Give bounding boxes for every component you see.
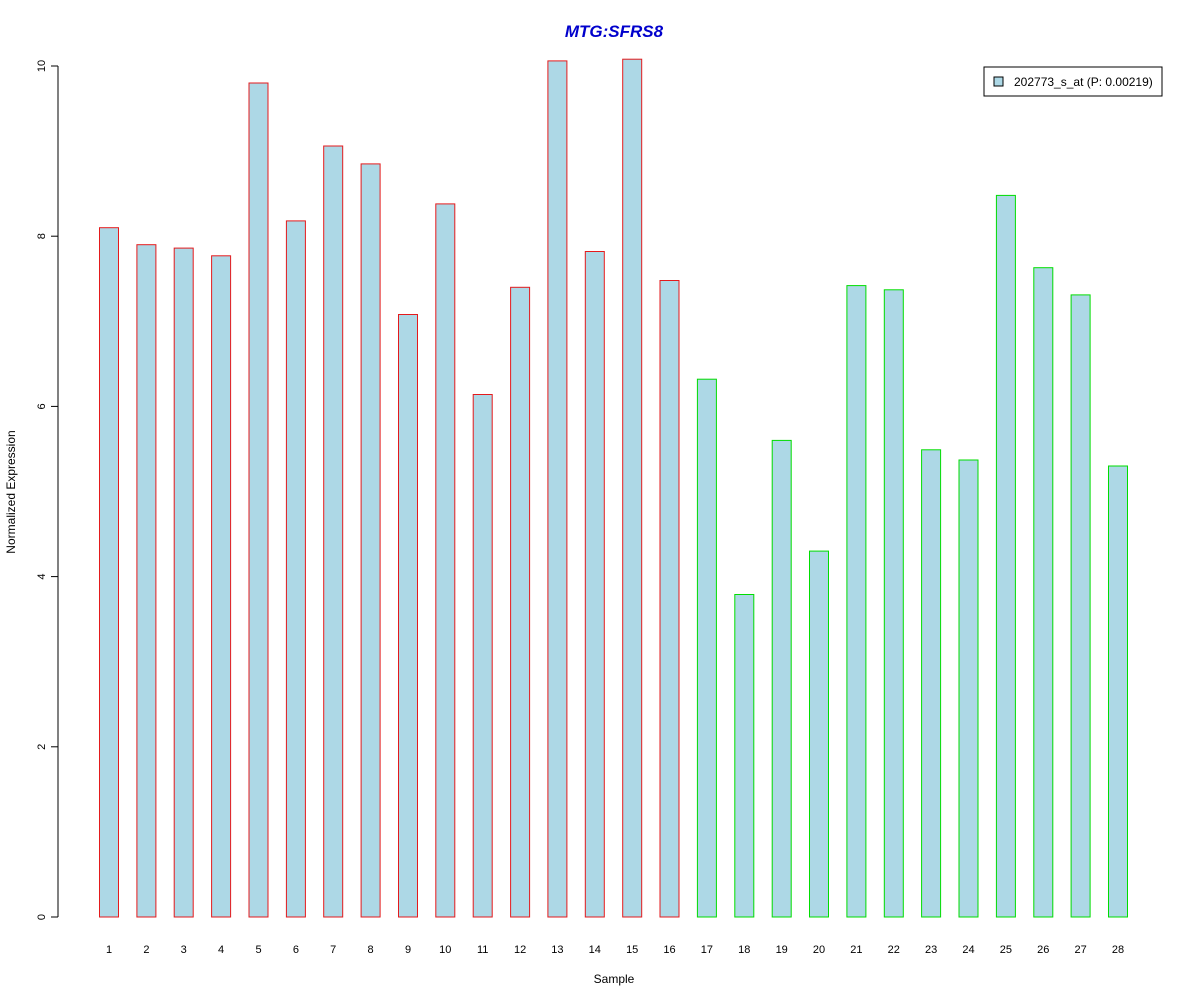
bar-3 [173,247,194,918]
bar-10 [435,203,456,918]
bar-1 [99,227,119,918]
y-tick-label: 0 [36,914,48,920]
x-tick-label: 28 [1112,944,1124,956]
x-tick-label: 19 [776,944,788,956]
bar-21 [846,285,867,918]
x-tick-label: 23 [925,944,937,956]
x-tick-label: 15 [626,944,638,956]
bar-15 [622,58,643,918]
x-tick-label: 6 [293,944,299,956]
y-axis-label: Normalized Expression [4,430,18,553]
y-tick-label: 8 [36,233,48,239]
x-tick-label: 24 [962,944,974,956]
x-tick-label: 27 [1074,944,1086,956]
y-tick-label: 10 [36,60,48,72]
x-axis-label: Sample [594,972,635,986]
bar-28 [1108,465,1128,918]
bar-27 [1070,294,1091,918]
bar-20 [809,550,829,918]
x-tick-label: 26 [1037,944,1049,956]
x-tick-label: 13 [551,944,563,956]
bar-16 [659,280,680,918]
bar-13 [547,60,568,918]
chart-title: MTG:SFRS8 [565,22,664,41]
x-tick-label: 9 [405,944,411,956]
bar-8 [360,163,381,918]
bar-2 [136,244,157,918]
x-tick-label: 17 [701,944,713,956]
x-tick-label: 2 [143,944,149,956]
x-tick-label: 21 [850,944,862,956]
bar-12 [510,286,531,918]
x-tick-label: 14 [589,944,601,956]
bar-9 [398,314,418,918]
x-tick-labels: 1 2 3 4 5 6 7 8 9 10 11 12 13 14 15 16 17 18 19 20 21 22 23 24 2… [106,944,1124,956]
bar-23 [921,449,942,918]
x-tick-label: 1 [106,944,112,956]
x-tick-label: 18 [738,944,750,956]
x-tick-label: 8 [368,944,374,956]
legend-entry: 202773_s_at (P: 0.00219) [1014,75,1153,89]
y-axis: 0 2 4 6 8 10 [36,60,59,920]
x-tick-label: 10 [439,944,451,956]
x-tick-label: 11 [477,944,488,956]
legend-swatch [993,76,1004,87]
bar-5 [248,82,269,918]
x-tick-label: 16 [663,944,675,956]
bar-25 [995,194,1016,918]
bar-22 [883,289,904,918]
y-tick-label: 6 [36,403,48,409]
bar-6 [285,220,306,918]
x-tick-label: 20 [813,944,825,956]
x-tick-label: 3 [181,944,187,956]
x-tick-label: 22 [888,944,900,956]
bar-19 [771,439,792,918]
bar-26 [1033,267,1054,918]
bar-7 [323,145,344,918]
x-tick-label: 12 [514,944,526,956]
bar-18 [734,594,755,918]
x-tick-label: 25 [1000,944,1012,956]
x-tick-label: 5 [255,944,261,956]
x-tick-label: 4 [218,944,224,956]
bar-11 [472,394,493,918]
bar-14 [584,251,605,918]
y-tick-label: 2 [36,744,48,750]
bars [99,58,1128,918]
y-tick-label: 4 [36,574,48,580]
legend: 202773_s_at (P: 0.00219) [983,66,1163,97]
legend-box [983,66,1163,97]
x-tick-label: 7 [330,944,336,956]
bar-17 [696,378,717,918]
bar-4 [211,255,232,918]
bar-24 [958,459,979,918]
